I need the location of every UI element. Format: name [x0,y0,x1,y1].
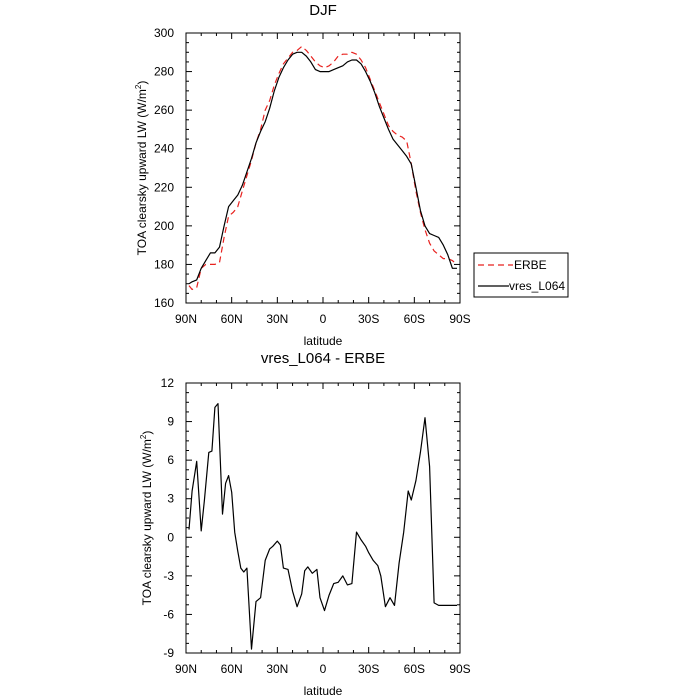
bottom-y-axis-label-main: TOA clearsky upward LW (W/m [140,439,154,605]
top-x-tick-label: 90N [175,312,197,326]
top-y-tick-label: 220 [154,180,174,194]
bottom-y-axis-label-end: ) [140,431,154,435]
top-x-tick-label: 30S [358,312,379,326]
top-y-tick-label: 240 [154,142,174,156]
bottom-x-tick-label: 0 [320,662,327,676]
bottom-x-tick-label: 90N [175,662,197,676]
legend-label-erbe: ERBE [514,258,547,272]
top-x-tick-label: 60N [221,312,243,326]
top-y-axis-label-sup: 2 [134,84,143,89]
top-x-tick-label: 90S [449,312,470,326]
top-y-tick-label: 180 [154,257,174,271]
bottom-panel: vres_L064 - ERBE 90N 60N 30N 0 30S 60S 90S -9 -6… [139,350,471,698]
top-y-tick-label: 160 [154,296,174,310]
bottom-y-tick-label: 9 [167,415,174,429]
bottom-chart-title: vres_L064 - ERBE [261,350,385,367]
bottom-y-axis-label-sup: 2 [139,434,148,439]
top-y-tick-label: 260 [154,103,174,117]
top-series-line-vres-l064 [188,51,457,285]
top-x-axis-label: latitude [304,334,343,348]
top-y-tick-label: 200 [154,219,174,233]
top-series-line-erbe [188,45,458,291]
top-panel: DJF 90N 60N 30N 0 30S 60S 90S 160 180 200 220 240 26… [134,2,569,348]
top-y-axis-label-main: TOA clearsky upward LW (W/m [135,89,149,255]
bottom-x-tick-label: 30S [358,662,379,676]
bottom-y-tick-label: -9 [163,646,174,660]
legend-box [473,252,569,298]
top-x-tick-label: 0 [320,312,327,326]
bottom-y-tick-label: 6 [167,453,174,467]
bottom-x-tick-label: 60S [404,662,425,676]
bottom-y-tick-label: 12 [161,376,175,390]
bottom-y-tick-label: -6 [163,607,174,621]
top-y-axis-label: TOA clearsky upward LW (W/m2) [134,81,149,256]
top-chart-title: DJF [309,2,337,19]
legend-label-vres-l064: vres_L064 [509,279,565,293]
top-y-tick-label: 280 [154,65,174,79]
top-x-tick-label: 30N [266,312,288,326]
bottom-x-tick-label: 30N [266,662,288,676]
top-y-axis-label-end: ) [135,81,149,85]
top-x-tick-label: 60S [404,312,425,326]
top-plot-frame [185,32,461,304]
bottom-plot-frame [185,382,461,654]
bottom-y-tick-label: 3 [167,492,174,506]
bottom-y-tick-label: 0 [167,530,174,544]
bottom-series-line-vres-l064-erbe [188,403,457,650]
top-y-tick-label: 300 [154,26,174,40]
bottom-y-tick-label: -3 [163,569,174,583]
legend: ERBE vres_L064 [473,252,569,298]
bottom-y-axis-label: TOA clearsky upward LW (W/m2) [139,431,154,606]
bottom-x-axis-label: latitude [304,684,343,698]
bottom-x-tick-label: 90S [449,662,470,676]
bottom-x-tick-label: 60N [221,662,243,676]
